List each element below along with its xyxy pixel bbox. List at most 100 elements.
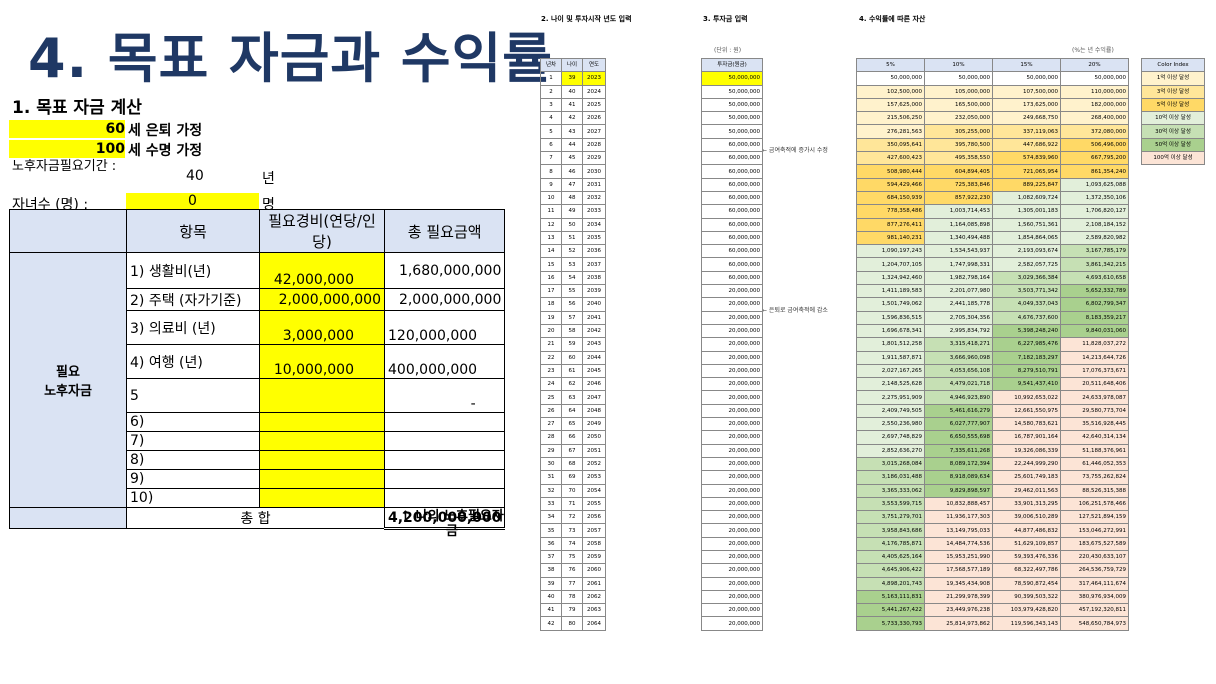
investment-input[interactable]: 60,000,000 — [701, 204, 763, 219]
row-cost-input[interactable]: 42,000,000 — [259, 252, 385, 289]
asset-value-cell: 604,894,405 — [924, 164, 993, 179]
table-row: 18 56 2040 — [540, 297, 606, 312]
year-cell: 2040 — [582, 297, 606, 312]
row-total: 400,000,000 — [383, 344, 506, 379]
year-cell[interactable]: 2023 — [582, 71, 606, 86]
table-row: 5,163,111,831 21,299,978,399 90,399,503,32… — [856, 589, 1129, 605]
year-cell: 2064 — [582, 616, 606, 631]
year-index-cell: 10 — [540, 190, 562, 206]
investment-input[interactable]: 20,000,000 — [701, 337, 763, 352]
investment-input[interactable]: 20,000,000 — [701, 377, 763, 392]
investment-input[interactable]: 60,000,000 — [701, 257, 763, 272]
investment-input[interactable]: 20,000,000 — [701, 430, 763, 445]
investment-input[interactable]: 20,000,000 — [701, 616, 763, 631]
row-cost-input[interactable] — [259, 378, 385, 413]
investment-input[interactable]: 20,000,000 — [701, 363, 763, 379]
row-cost-input[interactable]: 3,000,000 — [259, 310, 385, 345]
investment-input[interactable]: 20,000,000 — [701, 523, 763, 538]
row-cost-input[interactable] — [259, 469, 385, 489]
investment-input[interactable]: 20,000,000 — [701, 417, 763, 432]
investment-input[interactable]: 60,000,000 — [701, 164, 763, 179]
investment-input[interactable]: 20,000,000 — [701, 603, 763, 618]
investment-input[interactable]: 60,000,000 — [701, 217, 763, 232]
row-cost-input[interactable] — [259, 450, 385, 470]
investment-input[interactable]: 20,000,000 — [701, 403, 763, 419]
age-cell: 71 — [561, 496, 583, 512]
year-index-cell: 9 — [540, 177, 562, 192]
table-row: 20,000,000 — [701, 563, 763, 578]
year-cell: 2025 — [582, 97, 606, 113]
investment-input[interactable]: 20,000,000 — [701, 310, 763, 325]
asset-value-cell: 2,995,834,792 — [924, 323, 993, 339]
asset-value-cell: 4,053,656,108 — [924, 363, 993, 379]
table-row: 20,000,000 — [701, 496, 763, 512]
asset-value-cell: 8,918,089,634 — [924, 470, 993, 485]
year-index-cell: 8 — [540, 164, 562, 179]
year-index-cell: 21 — [540, 337, 562, 352]
table-row: 60,000,000 — [701, 230, 763, 246]
table-row: 20,000,000 — [701, 310, 763, 325]
life-age-input[interactable]: 100 — [9, 140, 125, 158]
investment-input[interactable]: 50,000,000 — [701, 124, 763, 139]
table-row: 1,801,512,258 3,315,418,271 6,227,985,476 1… — [856, 337, 1129, 352]
investment-input[interactable]: 20,000,000 — [701, 549, 763, 565]
investment-input[interactable]: 20,000,000 — [701, 390, 763, 405]
asset-value-cell: 4,676,737,600 — [992, 310, 1061, 325]
investment-input[interactable]: 20,000,000 — [701, 589, 763, 605]
investment-input[interactable]: 20,000,000 — [701, 284, 763, 299]
investment-input[interactable]: 60,000,000 — [701, 190, 763, 206]
investment-input[interactable]: 20,000,000 — [701, 323, 763, 339]
row-cost-input[interactable] — [259, 412, 385, 432]
investment-input[interactable]: 50,000,000 — [701, 84, 763, 99]
year-index-cell: 38 — [540, 563, 562, 578]
year-index-cell: 37 — [540, 549, 562, 565]
age-cell: 41 — [561, 97, 583, 113]
sum-value: 4,200,000,000 — [383, 507, 506, 530]
retire-age-input[interactable]: 60 — [9, 120, 125, 138]
investment-input[interactable]: 20,000,000 — [701, 536, 763, 551]
asset-value-cell: 103,979,428,820 — [992, 603, 1061, 618]
table-row: 1,411,189,583 2,201,077,980 3,503,771,342 5… — [856, 284, 1129, 299]
table-row: 10 48 2032 — [540, 190, 606, 206]
year-index-cell: 39 — [540, 576, 562, 591]
row-cost-input[interactable] — [259, 431, 385, 451]
investment-input[interactable]: 20,000,000 — [701, 496, 763, 512]
table-row: 50,000,000 — [701, 71, 763, 86]
table-row: 4 42 2026 — [540, 111, 606, 126]
asset-value-cell: 2,027,167,265 — [856, 363, 925, 379]
investment-input[interactable]: 20,000,000 — [701, 456, 763, 472]
investment-input[interactable]: 20,000,000 — [701, 483, 763, 498]
children-input[interactable]: 0 — [126, 193, 259, 210]
investment-input[interactable]: 60,000,000 — [701, 177, 763, 192]
age-cell[interactable]: 39 — [561, 71, 583, 86]
row-cost-input[interactable] — [259, 488, 385, 508]
row-cost-input[interactable]: 10,000,000 — [259, 344, 385, 379]
row-total — [383, 412, 506, 432]
investment-input[interactable]: 20,000,000 — [701, 443, 763, 458]
investment-input[interactable]: 50,000,000 — [701, 97, 763, 113]
investment-input[interactable]: 20,000,000 — [701, 576, 763, 591]
investment-input[interactable]: 60,000,000 — [701, 270, 763, 286]
asset-value-cell: 1,090,197,243 — [856, 244, 925, 259]
investment-input[interactable]: 50,000,000 — [701, 111, 763, 126]
investment-input[interactable]: 60,000,000 — [701, 151, 763, 166]
investment-input[interactable]: 60,000,000 — [701, 230, 763, 246]
investment-input[interactable]: 20,000,000 — [701, 470, 763, 485]
year-index-cell: 16 — [540, 270, 562, 286]
investment-input[interactable]: 60,000,000 — [701, 244, 763, 259]
asset-value-cell: 264,536,759,729 — [1060, 563, 1129, 578]
investment-input[interactable]: 20,000,000 — [701, 297, 763, 312]
investment-input[interactable]: 60,000,000 — [701, 137, 763, 153]
period-label: 노후자금필요기간 : — [12, 159, 117, 174]
row-cost-input[interactable]: 2,000,000,000 — [259, 288, 385, 311]
color-index-item: 50억 이상 달성 — [1141, 137, 1205, 153]
year-cell: 2032 — [582, 190, 606, 206]
investment-input[interactable]: 50,000,000 — [701, 71, 763, 86]
investment-input[interactable]: 20,000,000 — [701, 350, 763, 365]
color-index-item: 1억 이상 달성 — [1141, 71, 1205, 86]
investment-input[interactable]: 20,000,000 — [701, 563, 763, 578]
table-row: 20,000,000 — [701, 377, 763, 392]
table-row: 50,000,000 — [701, 97, 763, 113]
investment-input[interactable]: 20,000,000 — [701, 510, 763, 525]
table-row: 427,600,423 495,358,550 574,839,960 667,795… — [856, 151, 1129, 166]
